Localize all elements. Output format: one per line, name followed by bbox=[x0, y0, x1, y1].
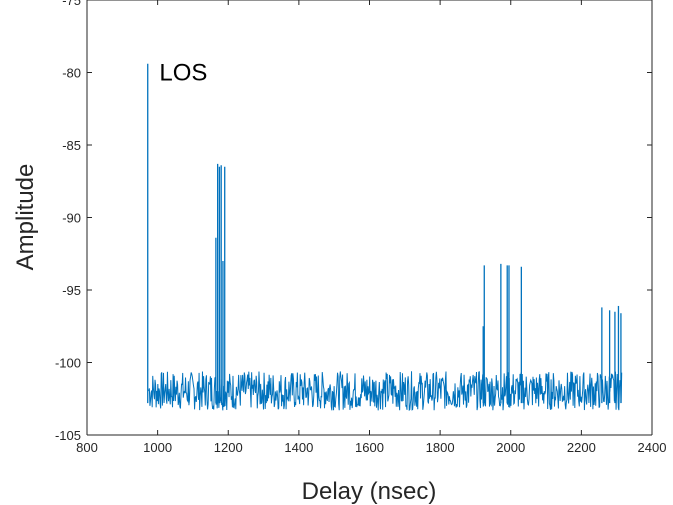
y-tick-label: -100 bbox=[55, 356, 81, 371]
x-tick-label: 2400 bbox=[638, 440, 667, 455]
y-tick-label: -85 bbox=[62, 138, 81, 153]
y-tick-label: -95 bbox=[62, 283, 81, 298]
noise-floor-trace bbox=[148, 371, 623, 412]
y-tick-label: -90 bbox=[62, 211, 81, 226]
ticks-group: 800 1000 1200 1400 1600 1800 2000 2200 2400 -105 -… bbox=[55, 0, 666, 455]
x-tick-label: 1400 bbox=[284, 440, 313, 455]
plot-area bbox=[87, 0, 652, 435]
y-tick-label: -105 bbox=[55, 428, 81, 443]
y-axis-label: Amplitude bbox=[12, 164, 39, 271]
y-tick-label: -75 bbox=[62, 0, 81, 8]
x-axis-label: Delay (nsec) bbox=[302, 478, 437, 505]
y-tick-label: -80 bbox=[62, 66, 81, 81]
series-group bbox=[147, 63, 623, 412]
x-tick-label: 1800 bbox=[426, 440, 455, 455]
x-tick-label: 1600 bbox=[355, 440, 384, 455]
annotation-los: LOS bbox=[159, 60, 207, 87]
x-tick-label: 1200 bbox=[214, 440, 243, 455]
x-tick-label: 2000 bbox=[496, 440, 525, 455]
x-tick-label: 800 bbox=[76, 440, 98, 455]
x-tick-label: 2200 bbox=[567, 440, 596, 455]
x-tick-label: 1000 bbox=[143, 440, 172, 455]
